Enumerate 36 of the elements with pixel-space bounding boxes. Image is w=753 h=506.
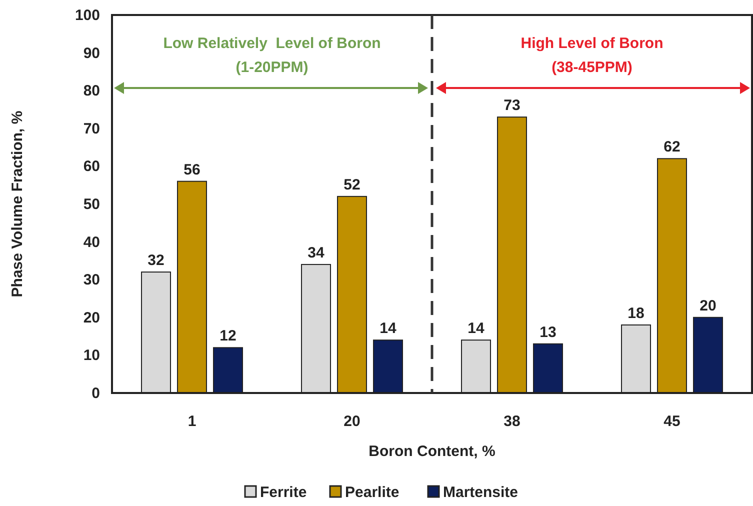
y-tick-label: 50 xyxy=(83,196,100,213)
legend-label: Martensite xyxy=(443,484,518,501)
y-tick-label: 70 xyxy=(83,120,100,138)
data-label: 56 xyxy=(184,161,200,178)
data-label: 18 xyxy=(628,304,644,322)
annotation: (1-20PPM) xyxy=(236,59,308,76)
data-label: 14 xyxy=(468,320,485,338)
x-tick-label: 45 xyxy=(664,413,680,430)
data-label: 52 xyxy=(344,176,360,194)
annotation: Low Relatively Level of Boron xyxy=(163,35,381,52)
y-tick-label: 60 xyxy=(83,158,100,176)
data-label: 73 xyxy=(504,97,520,114)
y-tick-label: 40 xyxy=(83,234,100,251)
annotation: (38-45PPM) xyxy=(552,59,632,76)
y-tick-label: 90 xyxy=(83,44,100,62)
data-label: 34 xyxy=(308,244,325,262)
y-axis-title: Phase Volume Fraction, % xyxy=(9,110,26,298)
data-label: 12 xyxy=(220,328,236,345)
data-label: 62 xyxy=(664,138,680,156)
data-label: 20 xyxy=(700,297,716,314)
x-tick-label: 38 xyxy=(504,413,520,430)
legend-label: Pearlite xyxy=(345,484,400,501)
annotation: High Level of Boron xyxy=(520,35,664,52)
y-tick-label: 100 xyxy=(74,7,100,24)
x-tick-label: 1 xyxy=(188,413,196,430)
x-axis-title: Boron Content, % xyxy=(368,443,496,460)
data-label: 14 xyxy=(380,320,397,338)
x-tick-label: 20 xyxy=(344,413,360,430)
y-tick-label: 10 xyxy=(83,347,100,364)
data-label: 32 xyxy=(148,252,164,270)
y-tick-label: 0 xyxy=(92,385,100,402)
y-tick-label: 30 xyxy=(83,272,100,289)
y-tick-label: 80 xyxy=(83,82,100,100)
y-tick-label: 20 xyxy=(83,309,100,326)
data-label: 13 xyxy=(540,324,556,341)
legend-label: Ferrite xyxy=(260,484,307,501)
